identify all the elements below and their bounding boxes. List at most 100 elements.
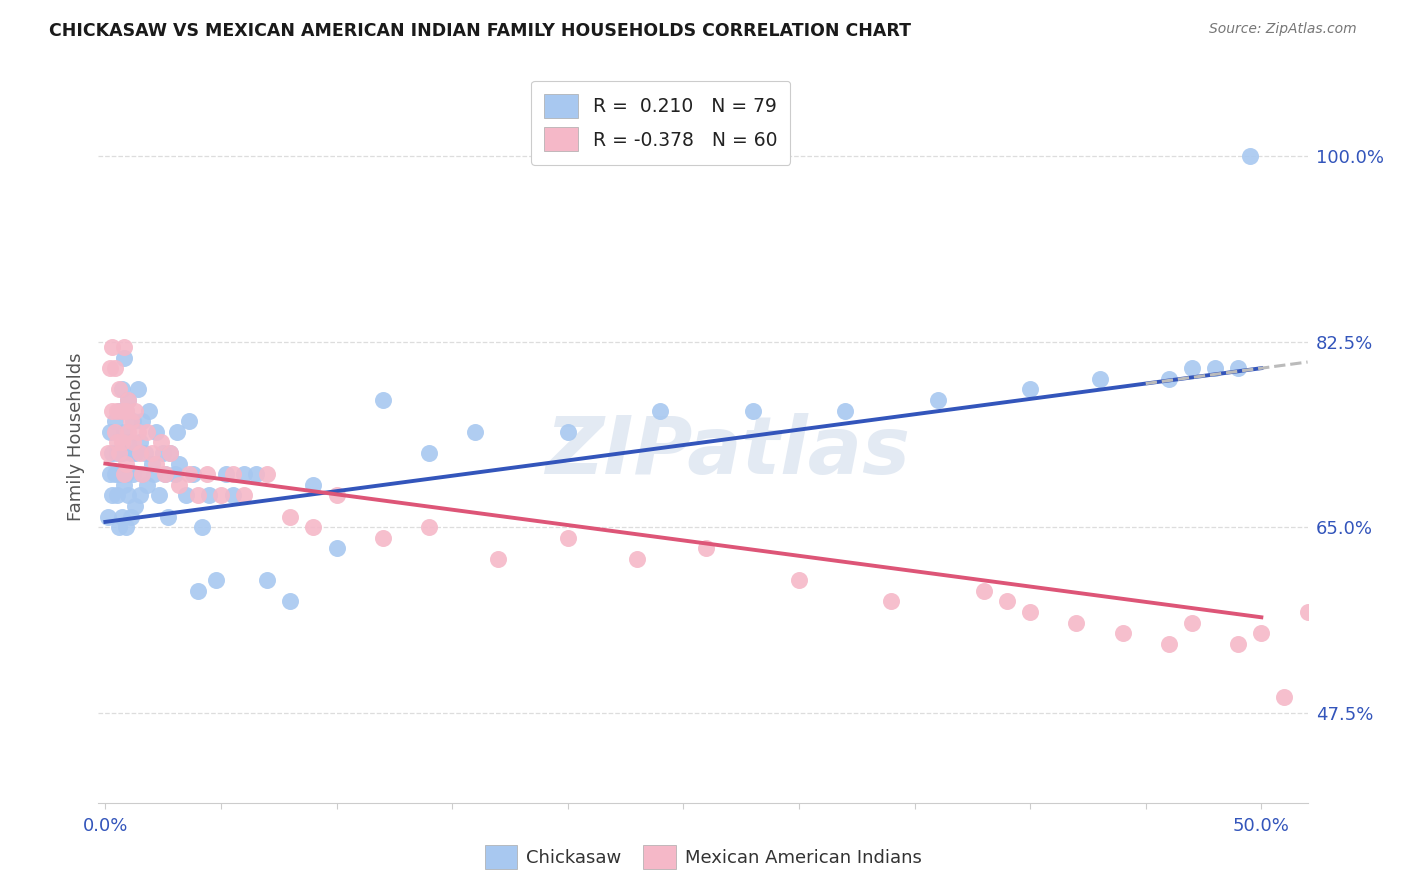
Point <box>136 425 159 439</box>
Point <box>110 446 132 460</box>
Point <box>209 488 232 502</box>
Point <box>1274 690 1296 704</box>
Point <box>214 467 236 482</box>
Point <box>101 403 124 417</box>
Point <box>159 446 181 460</box>
Point <box>138 403 160 417</box>
Point <box>1088 372 1111 386</box>
Point <box>122 467 145 482</box>
Point <box>108 446 131 460</box>
Point <box>149 435 172 450</box>
Point <box>122 414 145 428</box>
Point <box>221 467 243 482</box>
Point <box>98 361 121 376</box>
Legend: Chickasaw, Mexican American Indians: Chickasaw, Mexican American Indians <box>478 838 928 876</box>
Point <box>152 446 174 460</box>
Point <box>1296 605 1319 619</box>
Point <box>1066 615 1088 630</box>
Point <box>302 520 325 534</box>
Point <box>145 425 167 439</box>
Point <box>787 573 810 587</box>
Point <box>110 403 132 417</box>
Point <box>1204 361 1226 376</box>
Point <box>117 425 139 439</box>
Point <box>110 383 132 397</box>
Point <box>169 457 191 471</box>
Point <box>1250 626 1272 640</box>
Point <box>695 541 717 556</box>
Point <box>117 392 139 407</box>
Point <box>166 425 188 439</box>
Point <box>129 435 152 450</box>
Point <box>995 594 1018 608</box>
Point <box>127 383 149 397</box>
Point <box>187 488 209 502</box>
Point <box>124 403 146 417</box>
Point <box>131 467 153 482</box>
Point <box>557 531 579 545</box>
Point <box>1227 637 1250 651</box>
Point <box>1239 149 1261 163</box>
Point <box>145 457 167 471</box>
Point <box>97 446 120 460</box>
Point <box>141 446 163 460</box>
Point <box>233 488 256 502</box>
Point <box>927 392 949 407</box>
Point <box>1111 626 1133 640</box>
Point <box>256 573 278 587</box>
Point <box>108 467 131 482</box>
Point <box>626 552 648 566</box>
Point <box>115 457 138 471</box>
Point <box>117 488 139 502</box>
Point <box>1157 372 1180 386</box>
Point <box>221 488 243 502</box>
Point <box>191 520 214 534</box>
Point <box>129 446 152 460</box>
Point <box>418 446 440 460</box>
Point <box>115 520 138 534</box>
Point <box>245 467 267 482</box>
Point <box>120 414 142 428</box>
Point <box>159 446 181 460</box>
Point <box>302 477 325 491</box>
Y-axis label: Family Households: Family Households <box>66 353 84 521</box>
Point <box>105 488 128 502</box>
Point <box>117 435 139 450</box>
Point <box>104 361 127 376</box>
Point <box>120 509 142 524</box>
Point <box>122 435 145 450</box>
Point <box>124 446 146 460</box>
Point <box>131 467 153 482</box>
Point <box>101 340 124 354</box>
Point <box>1019 605 1042 619</box>
Point <box>650 403 672 417</box>
Point <box>112 425 135 439</box>
Point <box>464 425 486 439</box>
Point <box>97 509 120 524</box>
Point <box>1181 361 1204 376</box>
Text: ZIPatlas: ZIPatlas <box>544 413 910 491</box>
Point <box>181 467 204 482</box>
Point <box>101 446 124 460</box>
Point <box>174 488 197 502</box>
Point <box>187 583 209 598</box>
Point <box>155 467 177 482</box>
Point <box>127 425 149 439</box>
Point <box>115 403 138 417</box>
Point <box>129 488 152 502</box>
Point <box>1157 637 1180 651</box>
Point <box>169 477 191 491</box>
Point <box>101 488 124 502</box>
Point <box>325 488 347 502</box>
Point <box>834 403 856 417</box>
Point <box>110 435 132 450</box>
Point <box>124 499 146 513</box>
Point <box>256 467 278 482</box>
Point <box>112 477 135 491</box>
Point <box>136 477 159 491</box>
Point <box>142 467 165 482</box>
Point <box>104 425 127 439</box>
Point <box>1181 615 1204 630</box>
Point <box>486 552 509 566</box>
Point <box>1227 361 1250 376</box>
